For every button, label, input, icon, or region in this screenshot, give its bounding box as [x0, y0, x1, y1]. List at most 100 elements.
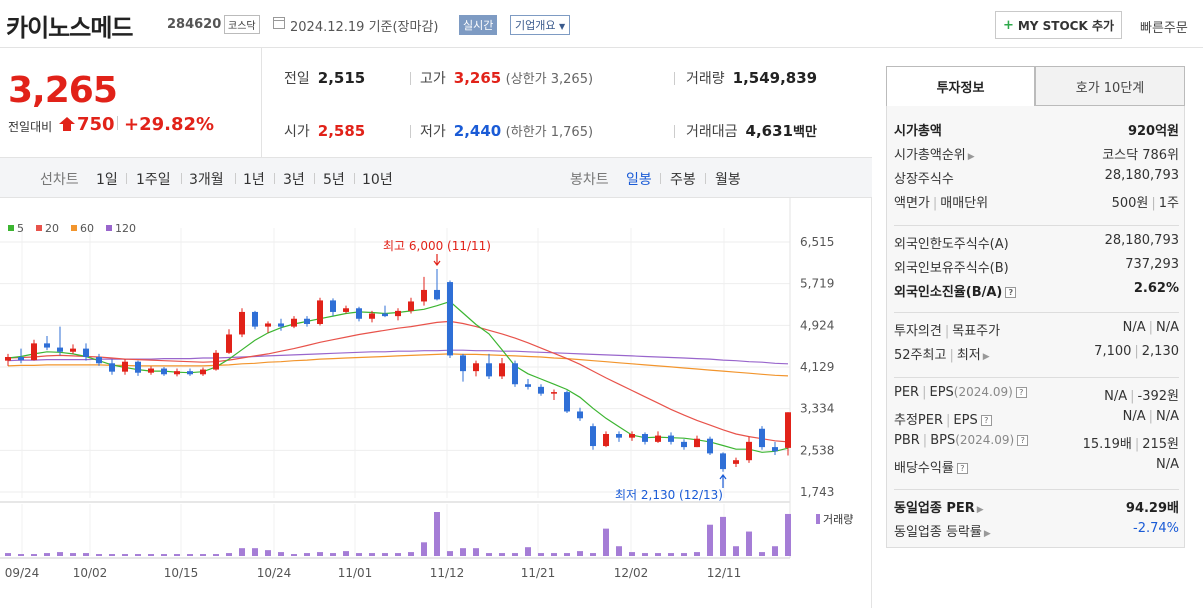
- volume-bar: [226, 553, 232, 556]
- info-key-label: 상장주식수: [894, 172, 954, 187]
- candle-body: [226, 334, 232, 353]
- tab-orderbook[interactable]: 호가 10단계: [1035, 66, 1185, 106]
- candle-body: [746, 441, 752, 461]
- info-key-label-2: EPS: [953, 413, 978, 428]
- overview-label: 기업개요: [515, 19, 556, 32]
- y-tick-label: 3,334: [800, 402, 834, 416]
- divider: |: [1134, 437, 1140, 452]
- divider: [674, 125, 675, 138]
- help-icon[interactable]: ?: [1015, 387, 1027, 398]
- candle-body: [369, 313, 375, 319]
- quick-order-link[interactable]: 빠른주문: [1140, 21, 1188, 36]
- divider: |: [1148, 409, 1153, 424]
- legend-label: 120: [115, 222, 136, 235]
- candle-body: [629, 434, 635, 438]
- x-tick-label: 12/02: [614, 566, 649, 580]
- stock-header: 카이노스메드 284620 코스닥 2024.12.19 기준(장마감) 실시간…: [0, 0, 1203, 48]
- candle-body: [291, 318, 297, 327]
- y-tick-label: 6,515: [800, 235, 834, 249]
- candle-body: [317, 300, 323, 324]
- candle-body: [564, 392, 570, 412]
- info-key: 배당수익률?: [894, 457, 968, 476]
- add-mystock-button[interactable]: + MY STOCK 추가: [995, 11, 1122, 39]
- period-1y[interactable]: 1년: [243, 172, 265, 188]
- help-icon[interactable]: ?: [980, 415, 992, 426]
- change-rate: +29.82%: [124, 114, 215, 135]
- candle-body: [200, 369, 206, 375]
- low-price: 저가 2,440 (하한가 1,765): [420, 121, 593, 141]
- volume-label: 거래량: [823, 513, 853, 526]
- info-key-label: 투자의견: [894, 324, 942, 339]
- volume-bar: [239, 548, 245, 556]
- chevron-right-icon[interactable]: ▶: [983, 529, 991, 539]
- chevron-right-icon[interactable]: ▶: [976, 505, 984, 515]
- tab-invest-info[interactable]: 투자정보: [886, 66, 1035, 106]
- help-icon[interactable]: ?: [1017, 435, 1029, 446]
- candle-monthly[interactable]: 월봉: [715, 172, 741, 188]
- period-3m[interactable]: 3개월: [189, 172, 224, 188]
- candle-body: [772, 447, 778, 452]
- divider: |: [946, 413, 951, 428]
- volume: 거래량 1,549,839: [686, 68, 817, 88]
- candle-body: [395, 310, 401, 317]
- period-10y[interactable]: 10년: [362, 172, 393, 188]
- info-value: -2.74%: [1133, 521, 1179, 536]
- period-1d[interactable]: 1일: [96, 172, 118, 188]
- candle-body: [356, 308, 362, 319]
- chevron-right-icon[interactable]: ▶: [967, 152, 975, 162]
- chevron-right-icon[interactable]: ▶: [982, 352, 990, 362]
- candle-weekly[interactable]: 주봉: [670, 172, 696, 188]
- company-overview-dropdown[interactable]: 기업개요 ▼: [510, 15, 571, 35]
- volume-bar: [733, 546, 739, 556]
- candle-body: [109, 363, 115, 372]
- info-value-text: 920억원: [1127, 124, 1179, 139]
- high-price: 고가 3,265 (상한가 3,265): [420, 68, 593, 88]
- info-value-text: 2.62%: [1133, 281, 1179, 296]
- trade-amount: 거래대금 4,631백만: [686, 121, 817, 141]
- help-icon[interactable]: ?: [1005, 287, 1017, 298]
- volume-bar: [83, 553, 89, 556]
- price-chart[interactable]: 6,515 5,719 4,924 4,129 3,334 2,538 1,743 09/24…: [0, 198, 872, 608]
- volume-label: 거래량: [686, 71, 725, 87]
- candle-body: [70, 348, 76, 352]
- info-value-text: 코스닥 786위: [1102, 148, 1179, 163]
- info-row: 동일업종 PER ▶ 94.29배: [894, 497, 1179, 517]
- info-key-label: 외국인보유주식수(B): [894, 261, 1009, 276]
- info-key: 외국인소진율(B/A)?: [894, 281, 1017, 300]
- volume-bar: [174, 554, 180, 556]
- info-key: PBR | BPS(2024.09)?: [894, 433, 1029, 448]
- info-value: 코스닥 786위: [1102, 144, 1179, 163]
- high-value: 3,265: [453, 69, 502, 87]
- volume-bar: [395, 553, 401, 556]
- info-value-text-2: -392원: [1137, 389, 1179, 404]
- info-row: 배당수익률? N/A: [894, 457, 1179, 477]
- info-value-text: 28,180,793: [1104, 168, 1179, 183]
- info-key: PER | EPS(2024.09)?: [894, 385, 1027, 400]
- up-arrow-icon: [719, 474, 727, 488]
- open-label: 시가: [284, 124, 310, 140]
- candle-body: [655, 435, 661, 442]
- info-key-label: PER: [894, 385, 920, 400]
- help-icon[interactable]: ?: [956, 463, 968, 474]
- candle-body: [603, 434, 609, 447]
- info-key-label-2: 최저: [956, 348, 981, 363]
- period-5y[interactable]: 5년: [323, 172, 345, 188]
- info-key: 동일업종 등락률 ▶: [894, 521, 991, 540]
- volume-bar: [525, 547, 531, 556]
- info-value-text: N/A: [1122, 320, 1146, 335]
- info-value-text: 15.19배: [1082, 437, 1132, 452]
- volume-bar: [31, 554, 37, 556]
- section-divider: [894, 225, 1179, 226]
- period-3y[interactable]: 3년: [283, 172, 305, 188]
- period-1w[interactable]: 1주일: [136, 172, 171, 188]
- volume-bar: [161, 554, 167, 556]
- divider: |: [932, 196, 938, 211]
- info-row: 시가총액순위 ▶ 코스닥 786위: [894, 144, 1179, 164]
- candle-body: [434, 289, 440, 300]
- info-value: 28,180,793: [1105, 233, 1179, 248]
- info-value-text: N/A: [1122, 409, 1146, 424]
- realtime-button[interactable]: 실시간: [459, 15, 498, 35]
- candle-daily[interactable]: 일봉: [626, 172, 652, 188]
- candle-body: [694, 438, 700, 448]
- info-row: PER | EPS(2024.09)? N/A | -392원: [894, 385, 1179, 405]
